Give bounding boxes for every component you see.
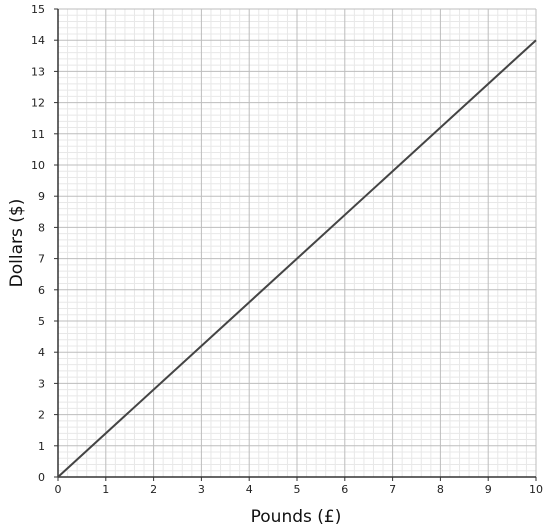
y-tick-label: 8	[38, 221, 45, 234]
y-tick-label: 1	[38, 440, 45, 453]
y-tick-label: 13	[31, 65, 45, 78]
y-tick-label: 5	[38, 315, 45, 328]
series-line	[57, 39, 537, 478]
y-axis-title: Dollars ($)	[7, 199, 27, 288]
x-tick-label: 0	[55, 483, 62, 496]
y-tick-label: 2	[38, 409, 45, 422]
x-tick-label: 9	[485, 483, 492, 496]
y-tick-label: 11	[31, 128, 45, 141]
x-tick-label: 10	[529, 483, 543, 496]
y-tick-label: 7	[38, 253, 45, 266]
x-tick-label: 2	[150, 483, 157, 496]
y-tick-label: 15	[31, 3, 45, 16]
x-tick-label: 5	[294, 483, 301, 496]
y-tick-label: 0	[38, 471, 45, 484]
x-tick-label: 8	[437, 483, 444, 496]
y-tick-label: 10	[31, 159, 45, 172]
y-tick-label: 12	[31, 97, 45, 110]
y-tick-label: 6	[38, 284, 45, 297]
x-tick-label: 6	[341, 483, 348, 496]
y-tick-label: 14	[31, 34, 45, 47]
major-grid	[57, 8, 537, 478]
x-axis-title: Pounds (£)	[251, 507, 342, 527]
x-tick-label: 7	[389, 483, 396, 496]
series-layer	[57, 39, 537, 478]
y-tick-label: 4	[38, 346, 45, 359]
y-tick-label: 9	[38, 190, 45, 203]
x-tick-label: 3	[198, 483, 205, 496]
x-tick-label: 4	[246, 483, 253, 496]
y-tick-label: 3	[38, 377, 45, 390]
x-tick-label: 1	[102, 483, 109, 496]
